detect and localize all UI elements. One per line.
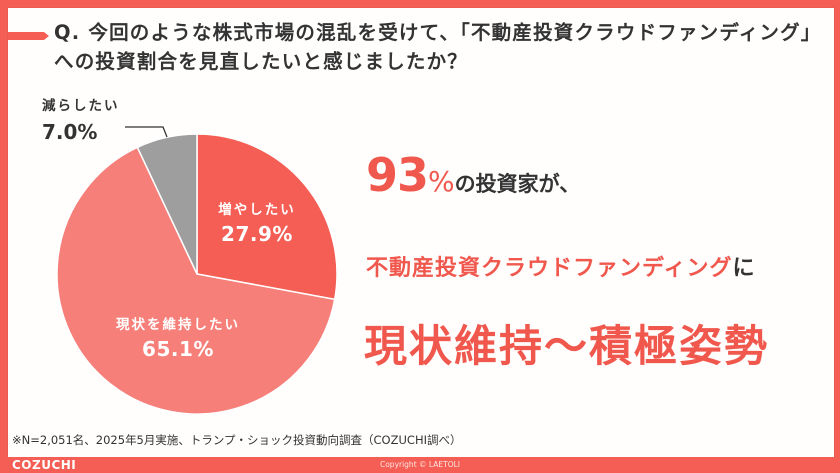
headline-percent: % [428, 165, 455, 198]
question-text: 今回のような株式市場の混乱を受けて、「不動産投資クラウドファンディング」への投資… [54, 21, 822, 73]
pie-chart [55, 132, 339, 416]
slice-category: 増やしたい [218, 202, 296, 218]
brand-logo: COZUCHI [12, 458, 77, 472]
headline-subject: 不動産投資クラウドファンディングに [366, 250, 755, 282]
headline-subject-suffix: に [732, 256, 756, 281]
headline-subject-accent: 不動産投資クラウドファンディング [366, 256, 733, 281]
headline-investor-share: 93%の投資家が、 [366, 148, 580, 202]
pie-slice [196, 133, 338, 301]
slice-category: 減らしたい [42, 98, 120, 114]
question-prefix: Q. [54, 21, 81, 44]
pie-slice [136, 133, 198, 275]
slice-value: 7.0% [42, 120, 98, 144]
headline-number: 93 [366, 148, 429, 202]
slice-category: 現状を維持したい [116, 317, 240, 333]
slice-label-increase: 増やしたい 27.9% [207, 198, 307, 246]
survey-note: ※N=2,051名、2025年5月実施、トランプ・ショック投資動向調査（COZU… [12, 433, 462, 447]
pie-chart-svg [56, 133, 338, 415]
left-accent-bar [0, 0, 8, 457]
slice-value: 65.1% [142, 337, 214, 361]
copyright-text: Copyright © LAETOLI [379, 460, 460, 469]
question-title: Q. 今回のような株式市場の混乱を受けて、「不動産投資クラウドファンディング」へ… [54, 18, 824, 76]
headline-rest: の投資家が、 [454, 172, 581, 196]
footer-bar: COZUCHI Copyright © LAETOLI [0, 457, 840, 473]
pie-slice [56, 146, 336, 415]
slice-label-decrease: 減らしたい 7.0% [42, 94, 120, 144]
slice-value: 27.9% [221, 222, 293, 246]
question-arrow-icon [8, 32, 49, 40]
headline-conclusion: 現状維持〜積極姿勢 [364, 322, 769, 372]
slice-label-maintain: 現状を維持したい 65.1% [98, 313, 258, 361]
